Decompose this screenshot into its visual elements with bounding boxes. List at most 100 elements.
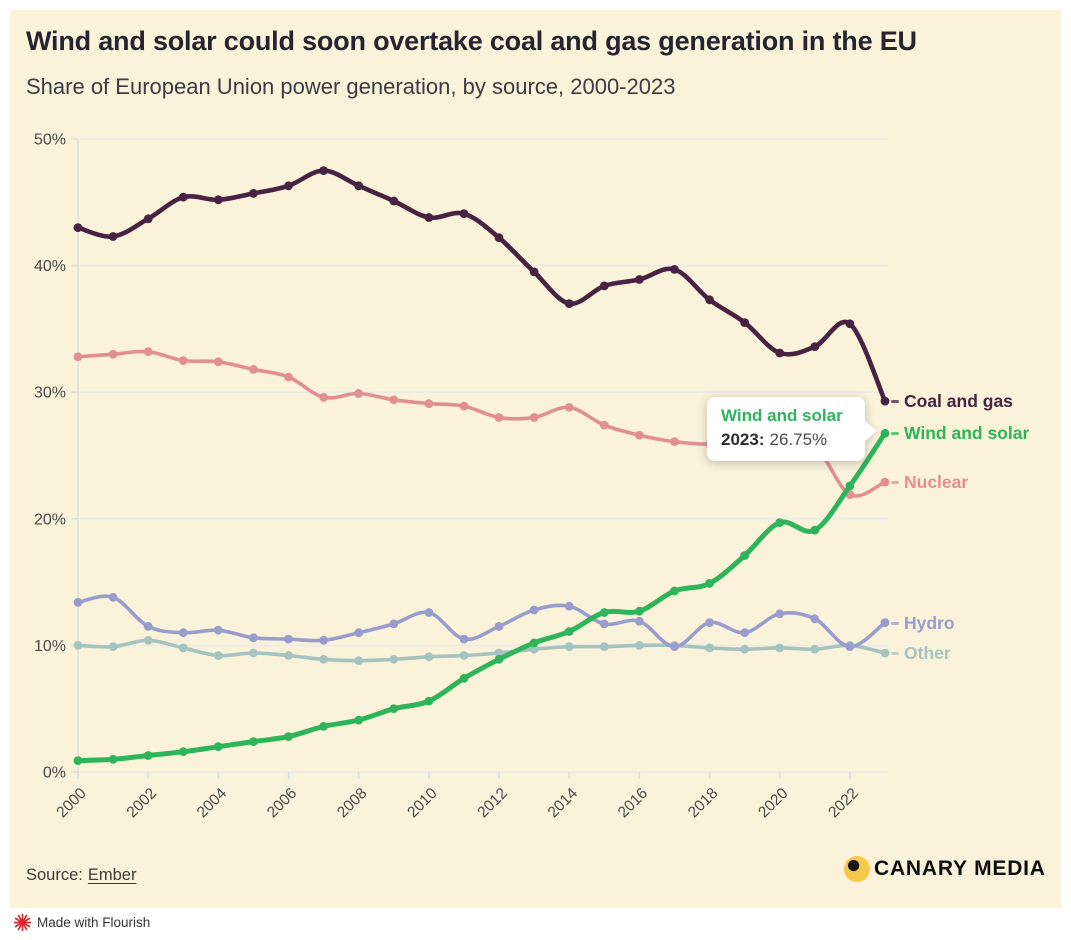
data-point[interactable] bbox=[108, 592, 118, 602]
data-point[interactable] bbox=[389, 196, 399, 206]
data-point[interactable] bbox=[319, 654, 328, 664]
data-point[interactable] bbox=[880, 648, 890, 658]
data-point[interactable] bbox=[705, 618, 714, 627]
data-point[interactable] bbox=[459, 651, 469, 660]
data-point[interactable] bbox=[529, 605, 539, 615]
data-point[interactable] bbox=[108, 754, 118, 764]
data-point[interactable] bbox=[213, 651, 223, 660]
data-point[interactable] bbox=[389, 704, 399, 714]
data-point[interactable] bbox=[845, 319, 855, 329]
data-point[interactable] bbox=[319, 722, 328, 731]
data-point[interactable] bbox=[740, 318, 750, 327]
data-point[interactable] bbox=[740, 644, 750, 654]
data-point[interactable] bbox=[459, 401, 469, 411]
data-point[interactable] bbox=[459, 634, 469, 644]
data-point[interactable] bbox=[424, 696, 434, 706]
data-point[interactable] bbox=[705, 643, 714, 653]
data-point[interactable] bbox=[178, 628, 188, 638]
data-point[interactable] bbox=[354, 389, 364, 398]
data-point[interactable] bbox=[284, 732, 293, 741]
data-point[interactable] bbox=[459, 209, 469, 219]
data-point[interactable] bbox=[670, 586, 679, 596]
data-point[interactable] bbox=[73, 352, 83, 362]
data-point[interactable] bbox=[845, 481, 855, 491]
data-point[interactable] bbox=[143, 635, 153, 645]
data-point[interactable] bbox=[599, 608, 609, 617]
data-point[interactable] bbox=[775, 643, 785, 653]
data-point[interactable] bbox=[810, 614, 820, 624]
data-point[interactable] bbox=[73, 756, 83, 765]
data-point[interactable] bbox=[424, 399, 434, 408]
flourish-credit-link[interactable]: Made with Flourish bbox=[14, 914, 150, 931]
data-point[interactable] bbox=[494, 233, 504, 243]
data-point[interactable] bbox=[108, 232, 118, 241]
data-point[interactable] bbox=[73, 598, 83, 607]
data-point[interactable] bbox=[845, 642, 855, 652]
data-point[interactable] bbox=[564, 299, 574, 308]
data-point[interactable] bbox=[529, 638, 539, 648]
data-point[interactable] bbox=[564, 403, 574, 412]
data-point[interactable] bbox=[143, 347, 153, 357]
data-point[interactable] bbox=[284, 181, 293, 191]
data-point[interactable] bbox=[319, 392, 328, 402]
data-point[interactable] bbox=[564, 601, 574, 611]
data-point[interactable] bbox=[775, 348, 785, 358]
data-point[interactable] bbox=[178, 747, 188, 757]
data-point[interactable] bbox=[564, 627, 574, 636]
source-link-ember[interactable]: Ember bbox=[87, 866, 137, 884]
data-point[interactable] bbox=[880, 477, 890, 487]
data-point[interactable] bbox=[178, 356, 188, 365]
data-point[interactable] bbox=[354, 628, 364, 638]
data-point[interactable] bbox=[670, 437, 679, 446]
data-point[interactable] bbox=[108, 349, 118, 359]
data-point[interactable] bbox=[880, 428, 890, 438]
data-point[interactable] bbox=[810, 644, 820, 654]
data-point[interactable] bbox=[599, 619, 609, 629]
data-point[interactable] bbox=[635, 275, 644, 284]
data-point[interactable] bbox=[354, 715, 364, 725]
data-point[interactable] bbox=[810, 525, 820, 535]
data-point[interactable] bbox=[143, 751, 153, 760]
data-point[interactable] bbox=[740, 551, 750, 560]
data-point[interactable] bbox=[108, 642, 118, 652]
data-point[interactable] bbox=[284, 372, 293, 382]
data-point[interactable] bbox=[249, 633, 258, 643]
data-point[interactable] bbox=[775, 609, 785, 619]
data-point[interactable] bbox=[389, 619, 399, 629]
data-point[interactable] bbox=[213, 195, 223, 205]
data-point[interactable] bbox=[249, 648, 258, 658]
data-point[interactable] bbox=[249, 365, 258, 374]
data-point[interactable] bbox=[564, 642, 574, 652]
data-point[interactable] bbox=[529, 267, 539, 277]
data-point[interactable] bbox=[319, 166, 328, 176]
data-point[interactable] bbox=[424, 652, 434, 662]
data-point[interactable] bbox=[635, 616, 644, 626]
data-point[interactable] bbox=[389, 395, 399, 405]
data-point[interactable] bbox=[213, 357, 223, 367]
data-point[interactable] bbox=[284, 651, 293, 660]
data-point[interactable] bbox=[354, 656, 364, 665]
data-point[interactable] bbox=[319, 635, 328, 645]
data-point[interactable] bbox=[529, 413, 539, 422]
data-point[interactable] bbox=[705, 295, 714, 305]
data-point[interactable] bbox=[459, 673, 469, 683]
data-point[interactable] bbox=[880, 618, 890, 627]
data-point[interactable] bbox=[178, 192, 188, 202]
data-point[interactable] bbox=[424, 213, 434, 222]
data-point[interactable] bbox=[389, 654, 399, 664]
data-point[interactable] bbox=[249, 189, 258, 198]
data-point[interactable] bbox=[178, 643, 188, 653]
data-point[interactable] bbox=[143, 214, 153, 224]
data-point[interactable] bbox=[73, 223, 83, 233]
data-point[interactable] bbox=[284, 634, 293, 644]
data-point[interactable] bbox=[775, 518, 785, 527]
data-point[interactable] bbox=[635, 430, 644, 440]
data-point[interactable] bbox=[213, 625, 223, 635]
data-point[interactable] bbox=[740, 628, 750, 638]
data-point[interactable] bbox=[529, 644, 539, 654]
data-point[interactable] bbox=[143, 622, 153, 631]
data-point[interactable] bbox=[599, 281, 609, 291]
data-point[interactable] bbox=[354, 181, 364, 191]
data-point[interactable] bbox=[494, 413, 504, 422]
data-point[interactable] bbox=[494, 654, 504, 664]
